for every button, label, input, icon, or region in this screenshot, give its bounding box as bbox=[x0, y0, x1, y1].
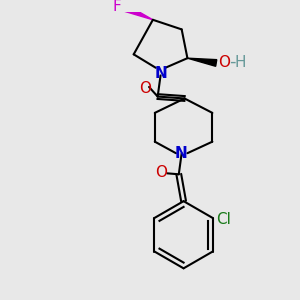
Text: O: O bbox=[139, 81, 151, 96]
Text: O: O bbox=[155, 165, 167, 180]
Polygon shape bbox=[188, 58, 217, 66]
Text: -: - bbox=[229, 53, 235, 71]
Text: H: H bbox=[234, 55, 246, 70]
Text: F: F bbox=[112, 0, 121, 14]
Text: N: N bbox=[154, 66, 167, 81]
Text: Cl: Cl bbox=[217, 212, 231, 227]
Text: O: O bbox=[218, 55, 230, 70]
Polygon shape bbox=[125, 5, 153, 20]
Text: N: N bbox=[174, 146, 187, 161]
